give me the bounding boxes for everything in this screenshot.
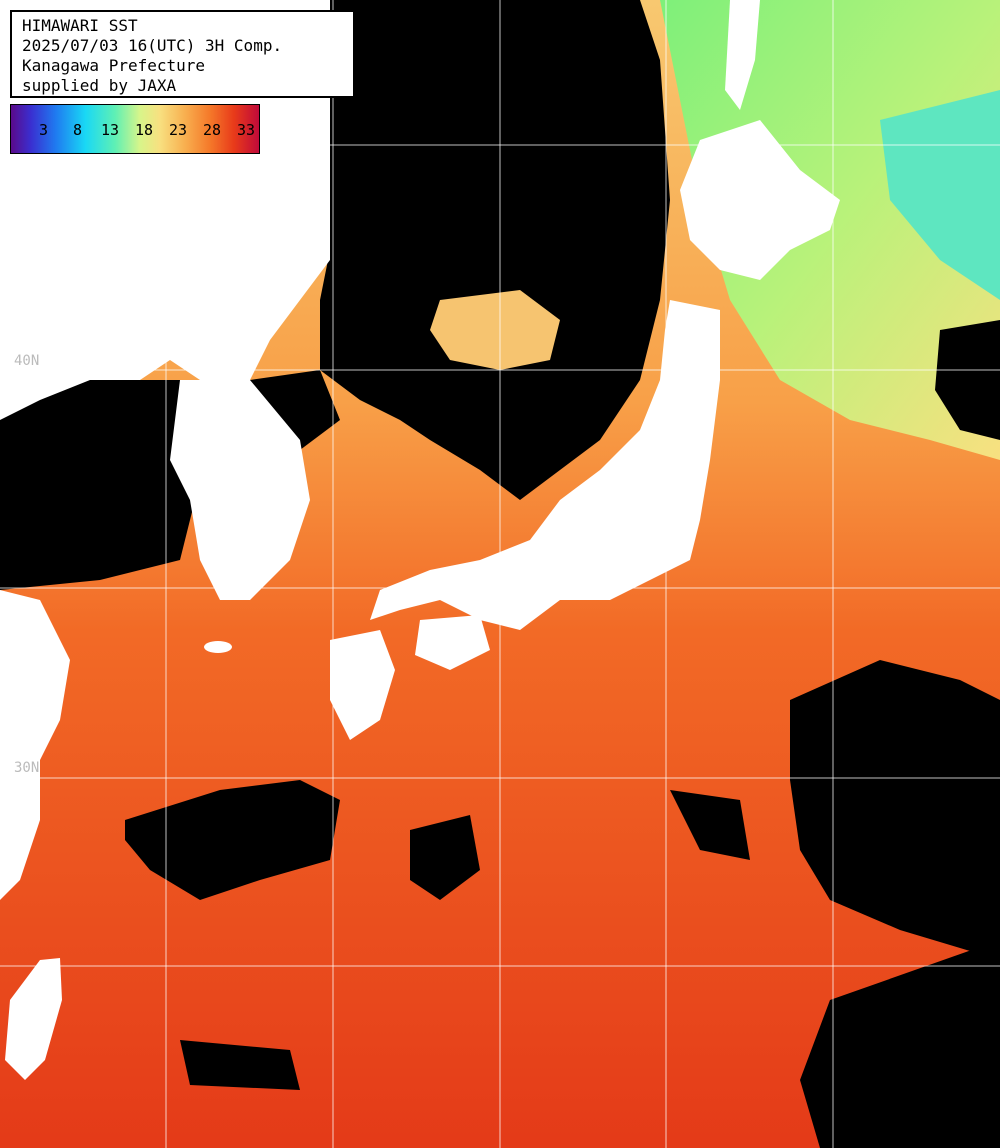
lat-label-30n: 30N: [14, 760, 40, 776]
land-shikoku: [415, 615, 490, 670]
title-line-product: HIMAWARI SST: [22, 16, 138, 35]
title-line-agency: Kanagawa Prefecture: [22, 56, 206, 75]
cloud-cover-south-mid: [410, 815, 480, 900]
land-china-coast: [0, 590, 70, 900]
legend-tick-33: 33: [237, 121, 256, 139]
land-hokkaido: [680, 120, 840, 280]
land-taiwan: [5, 958, 62, 1080]
sea-gap-in-cloud: [430, 290, 560, 370]
cloud-cover-east: [935, 320, 1000, 440]
cloud-cover-far-south: [180, 1040, 300, 1090]
lat-label-40n: 40N: [14, 353, 40, 369]
cloud-cover-southeast-corner: [800, 940, 1000, 1148]
land-jeju: [204, 641, 232, 653]
cloud-cover-north: [320, 0, 670, 500]
legend-tick-23: 23: [169, 121, 188, 139]
colder-sea-region: [880, 90, 1000, 300]
title-line-supplier: supplied by JAXA: [22, 76, 177, 95]
land-kyushu: [330, 630, 395, 740]
legend-tick-3: 3: [39, 121, 49, 139]
title-line-datetime: 2025/07/03 16(UTC) 3H Comp.: [22, 36, 283, 55]
legend-tick-8: 8: [73, 121, 83, 139]
cloud-cover-southeast: [790, 660, 1000, 960]
land-korea: [170, 380, 310, 600]
legend-tick-18: 18: [135, 121, 154, 139]
cloud-cover-south-west: [125, 780, 340, 900]
color-scale-legend: 3 8 13 18 23 28 33: [10, 104, 260, 154]
legend-tick-28: 28: [203, 121, 222, 139]
title-box: HIMAWARI SST 2025/07/03 16(UTC) 3H Comp.…: [10, 10, 355, 98]
legend-tick-13: 13: [101, 121, 120, 139]
cloud-cover-south-east-small: [670, 790, 750, 860]
land-sakhalin: [725, 0, 760, 110]
land-honshu: [370, 300, 720, 630]
cloud-cover-northwest: [0, 380, 200, 590]
